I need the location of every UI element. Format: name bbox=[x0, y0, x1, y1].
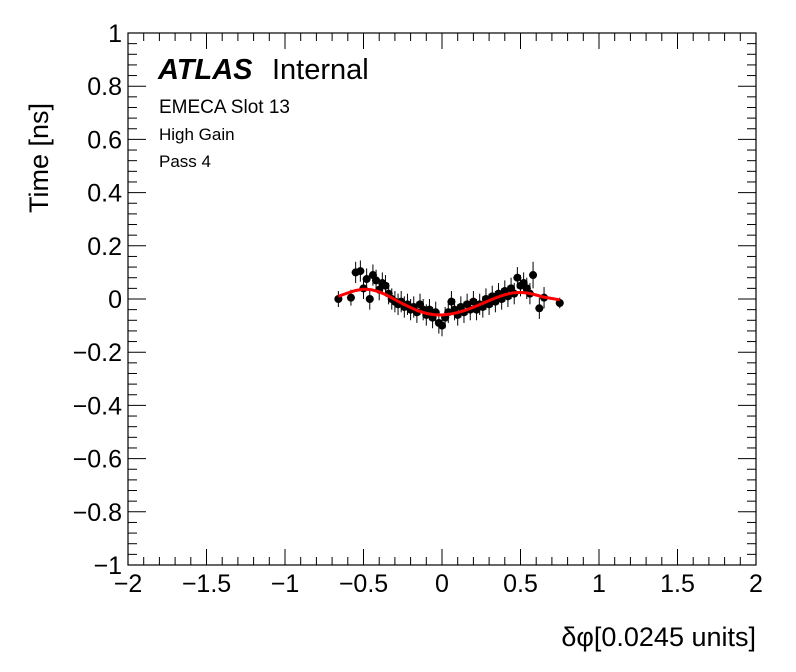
annotation-gain: High Gain bbox=[159, 125, 235, 144]
data-marker bbox=[425, 305, 434, 314]
y-tick-labels: −1 −0.8 −0.6 −0.4 −0.2 0 0.2 0.4 0.6 0.8 1 bbox=[73, 20, 122, 580]
data-point bbox=[529, 261, 538, 289]
x-tick-label: −1.5 bbox=[182, 570, 231, 598]
y-tick-label: 0.6 bbox=[87, 126, 122, 154]
data-marker bbox=[555, 298, 564, 307]
y-tick-label: 0.2 bbox=[87, 233, 122, 261]
data-point bbox=[362, 268, 371, 290]
data-points bbox=[334, 260, 564, 337]
y-tick-label: 0 bbox=[108, 286, 122, 314]
atlas-label: ATLAS bbox=[157, 54, 253, 86]
data-marker bbox=[356, 267, 365, 276]
data-marker bbox=[365, 295, 374, 303]
axis-ticks bbox=[127, 32, 757, 566]
x-tick-label: −1 bbox=[271, 570, 300, 598]
data-marker bbox=[362, 275, 371, 284]
x-tick-label: −2 bbox=[114, 570, 143, 598]
x-axis-title: δφ[0.0245 units] bbox=[561, 622, 756, 652]
fit-curve bbox=[337, 287, 561, 317]
x-tick-label: −0.5 bbox=[339, 570, 388, 598]
data-marker bbox=[438, 321, 446, 330]
x-tick-label: 2 bbox=[749, 570, 763, 598]
data-marker bbox=[447, 297, 456, 306]
y-tick-label: −0.8 bbox=[73, 499, 122, 527]
x-tick-label: 0.5 bbox=[503, 570, 538, 598]
annotation-pass: Pass 4 bbox=[159, 152, 211, 171]
y-tick-label: −1 bbox=[93, 552, 122, 580]
data-point bbox=[365, 288, 374, 310]
y-axis-title: Time [ns] bbox=[24, 103, 54, 213]
y-tick-label: −0.2 bbox=[73, 339, 122, 367]
x-tick-labels: −2 −1.5 −1 −0.5 0 0.5 1 1.5 2 bbox=[114, 570, 763, 598]
x-tick-label: 1 bbox=[592, 570, 606, 598]
data-point bbox=[535, 297, 544, 319]
data-marker bbox=[381, 281, 390, 290]
data-marker bbox=[372, 276, 381, 285]
data-point bbox=[356, 260, 365, 282]
y-tick-label: 1 bbox=[108, 20, 122, 48]
y-tick-label: −0.6 bbox=[73, 446, 122, 474]
data-marker bbox=[529, 271, 538, 280]
y-tick-label: 0.4 bbox=[87, 180, 122, 208]
atlas-internal-label: Internal bbox=[272, 54, 369, 86]
x-tick-label: 1.5 bbox=[660, 570, 695, 598]
y-tick-label: −0.4 bbox=[73, 392, 122, 420]
data-point bbox=[334, 291, 343, 307]
x-tick-label: 0 bbox=[435, 570, 449, 598]
data-marker bbox=[513, 273, 522, 282]
y-tick-label: 0.8 bbox=[87, 73, 122, 101]
annotation-slot: EMECA Slot 13 bbox=[159, 97, 290, 118]
data-marker bbox=[469, 297, 478, 306]
data-marker bbox=[346, 293, 355, 302]
data-marker bbox=[535, 304, 544, 313]
